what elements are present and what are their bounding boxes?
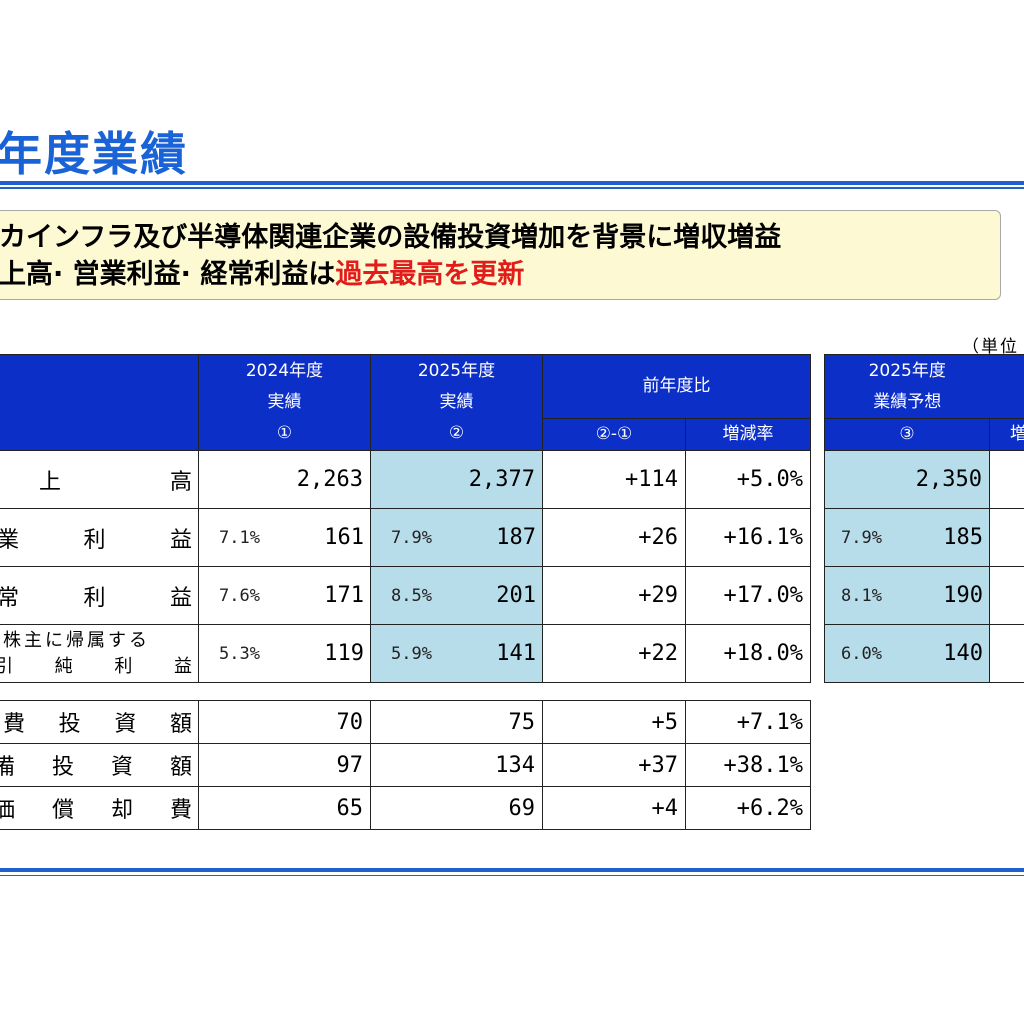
rate-value: +17.0% [685, 566, 811, 625]
forecast-change [989, 566, 1024, 625]
header-forecast: 2025年度 業績予想 [824, 354, 990, 419]
fy2024-value: 70 [198, 700, 371, 744]
rate-value: +18.0% [685, 624, 811, 683]
forecast-cell: 8.1% 190 [824, 566, 990, 625]
fy2024-value: 97 [198, 743, 371, 787]
header-blank [0, 354, 199, 451]
header-forecast-num: ③ [824, 418, 990, 451]
summary-box: カインフラ及び半導体関連企業の設備投資増加を背景に増収増益 上高· 営業利益· … [0, 210, 1001, 300]
fy2025-value: 2,377 [370, 450, 543, 509]
fy2025-value: 75 [370, 700, 543, 744]
diff-value: +4 [542, 786, 686, 830]
table-row: 常利益 7.6% 171 8.5% 201 +29 +17.0% [0, 566, 811, 625]
table-row: 価償却費 65 69 +4 +6.2% [0, 786, 811, 830]
summary-line-1: カインフラ及び半導体関連企業の設備投資増加を背景に増収増益 [0, 222, 782, 253]
page-title: 年度業績 [0, 127, 188, 181]
table-row: 業利益 7.1% 161 7.9% 187 +26 +16.1% [0, 508, 811, 567]
header-yoy: 前年度比 [542, 354, 811, 419]
title-underline [0, 181, 1024, 187]
forecast-table: 2025年度 業績予想 ③ 増 2,350 7.9% 185 8.1% 190 6.… [824, 354, 1024, 683]
unit-label: （単位 [962, 337, 1019, 357]
fy2024-cell: 7.6% 171 [198, 566, 371, 625]
header-forecast-right [989, 354, 1024, 419]
diff-value: +37 [542, 743, 686, 787]
row-label: 株主に帰属する 引純利益 [0, 624, 199, 683]
fy2024-value: 65 [198, 786, 371, 830]
table-row: 株主に帰属する 引純利益 5.3% 119 5.9% 141 +22 +18.0% [0, 624, 811, 683]
fy2024-cell: 5.3% 119 [198, 624, 371, 683]
table-row: 備投資額 97 134 +37 +38.1% [0, 743, 811, 787]
rate-value: +38.1% [685, 743, 811, 787]
header-fy2024: 2024年度 実績 ① [198, 354, 371, 451]
forecast-change [989, 624, 1024, 683]
fy2024-value: 2,263 [198, 450, 371, 509]
diff-value: +26 [542, 508, 686, 567]
row-label: 業利益 [0, 508, 199, 567]
bottom-rule [0, 868, 1024, 872]
summary-highlight: 過去最高を更新 [335, 259, 525, 290]
table-row: 上高 2,263 2,377 +114 +5.0% [0, 450, 811, 509]
rate-value: +7.1% [685, 700, 811, 744]
row-label: 上高 [0, 450, 199, 509]
summary-line-2-text: 上高· 営業利益· 経常利益は [0, 259, 336, 290]
header-forecast-change: 増 [989, 418, 1024, 451]
diff-value: +22 [542, 624, 686, 683]
diff-value: +5 [542, 700, 686, 744]
forecast-change [989, 450, 1024, 509]
forecast-cell: 6.0% 140 [824, 624, 990, 683]
results-table: 2024年度 実績 ① 2025年度 実績 ② 前年度比 ②-① 増減率 上高 … [0, 354, 811, 683]
row-label: 価償却費 [0, 786, 199, 830]
forecast-cell: 7.9% 185 [824, 508, 990, 567]
fy2025-cell: 8.5% 201 [370, 566, 543, 625]
investment-table: 費投資額 70 75 +5 +7.1% 備投資額 97 134 +37 +38.… [0, 700, 811, 830]
fy2025-cell: 7.9% 187 [370, 508, 543, 567]
row-label: 常利益 [0, 566, 199, 625]
table-row: 2,350 [824, 450, 1024, 509]
header-fy2025: 2025年度 実績 ② [370, 354, 543, 451]
fy2024-cell: 7.1% 161 [198, 508, 371, 567]
header-rate: 増減率 [685, 418, 811, 451]
table-row: 6.0% 140 [824, 624, 1024, 683]
table-row: 7.9% 185 [824, 508, 1024, 567]
diff-value: +114 [542, 450, 686, 509]
header-diff: ②-① [542, 418, 686, 451]
rate-value: +6.2% [685, 786, 811, 830]
fy2025-value: 134 [370, 743, 543, 787]
row-label: 費投資額 [0, 700, 199, 744]
table-row: 費投資額 70 75 +5 +7.1% [0, 700, 811, 744]
table-row: 8.1% 190 [824, 566, 1024, 625]
forecast-change [989, 508, 1024, 567]
rate-value: +5.0% [685, 450, 811, 509]
bottom-rule-thin [0, 875, 1024, 876]
row-label: 備投資額 [0, 743, 199, 787]
forecast-value: 2,350 [824, 450, 990, 509]
summary-line-2: 上高· 営業利益· 経常利益は過去最高を更新 [0, 256, 1000, 293]
fy2025-cell: 5.9% 141 [370, 624, 543, 683]
rate-value: +16.1% [685, 508, 811, 567]
fy2025-value: 69 [370, 786, 543, 830]
diff-value: +29 [542, 566, 686, 625]
